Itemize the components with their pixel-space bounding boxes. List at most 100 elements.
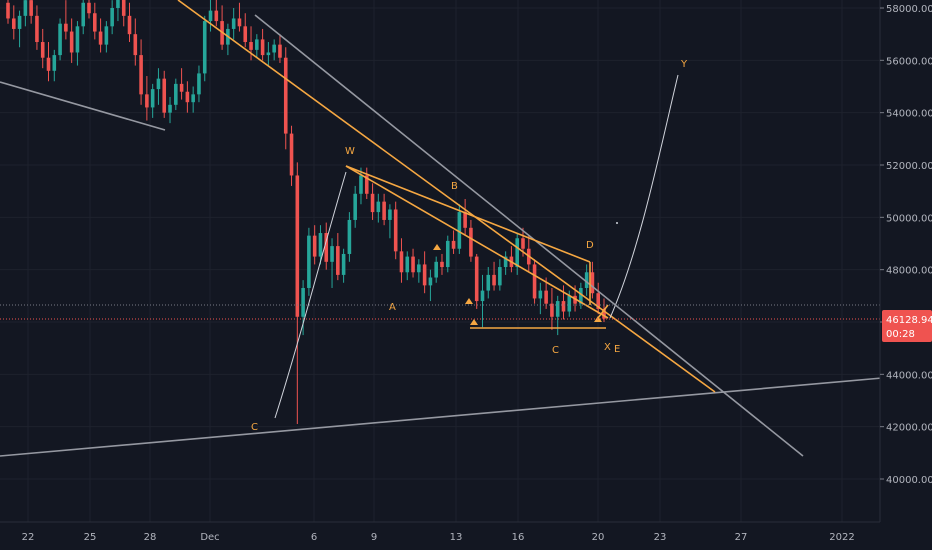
price-tick-label: 56000.00 [886,56,932,67]
candle-body [324,233,329,262]
wave-label-y: Y [680,59,688,70]
candle-body [596,293,601,309]
candle-body [411,256,415,273]
candle-body [197,73,201,95]
price-axis[interactable]: 58000.00 56000.00 54000.00 52000.00 50000.00… [879,0,932,522]
candle-body [579,287,583,304]
candle-body [272,44,276,53]
orange-trendline-descending[interactable] [177,0,716,393]
last-price-value: 46128.94 [886,315,932,326]
candle-body [121,0,126,16]
candle-body [521,238,525,249]
candle-body [208,10,213,22]
wave-label-d: D [586,240,594,251]
candle-body [139,55,143,95]
candle-body [393,209,398,252]
candle-body [376,201,381,213]
candle-body [382,201,386,220]
candle-body [214,10,219,22]
price-tick-label: 40000.00 [886,475,932,486]
candle-body [260,39,265,56]
price-tick-label: 44000.00 [886,370,932,381]
price-tick-label: 58000.00 [886,4,932,15]
time-tick-label: 16 [512,532,525,543]
price-tick-label: 54000.00 [886,109,932,120]
wave-label-e: E [614,344,620,355]
candle-body [98,31,103,45]
orange-e-segment[interactable] [597,304,609,319]
candle-body [191,94,195,103]
price-tick-label: 50000.00 [886,213,932,224]
candle-body [341,253,346,275]
candle-body [388,209,392,220]
time-tick-label: 13 [450,532,463,543]
orange-triangle-lower[interactable] [345,165,609,319]
price-tick-label: 42000.00 [886,423,932,434]
candle-body [185,91,190,103]
triangle-marker [465,298,473,304]
candle-body [370,193,375,213]
price-tick-label: 48000.00 [886,266,932,277]
candle-body [87,2,91,14]
time-tick-label: 28 [144,532,157,543]
price-axis-bg [880,0,932,522]
time-tick-label: 2022 [829,532,854,543]
last-price-tag-bg [882,310,932,342]
gray-trendline-left[interactable] [0,81,166,131]
candle-body [434,261,438,278]
candle-body [336,246,340,275]
candle-body [202,21,207,74]
gray-trendline-descending[interactable] [254,14,804,457]
candle-body [353,193,357,220]
candle-body [312,235,317,257]
candle-body [29,0,33,16]
candle-body [243,26,248,43]
triangle-marker [594,316,602,322]
time-tick-label: 27 [735,532,748,543]
candle-body [75,26,80,53]
candle-body [498,267,502,286]
wave-label-b: B [451,181,458,192]
candle-body [58,23,62,56]
candle-body [307,235,311,288]
candle-body [538,290,543,299]
time-tick-label: 22 [22,532,35,543]
candle-body [515,238,519,268]
time-axis[interactable]: 22 25 28 Dec 6 9 13 16 20 23 27 2022 [0,521,932,550]
candle-body [602,308,606,319]
candle-body [590,272,595,294]
candle-body [480,290,485,302]
candle-body [127,15,132,35]
orange-triangle-upper[interactable] [345,165,591,263]
candle-body [278,44,282,58]
candle-body [555,301,560,317]
wave-label-c2: C [552,345,559,356]
candle-body [359,175,363,194]
projection-curve-left[interactable] [274,171,347,419]
drawings: C W A B C D X E Y [0,0,883,457]
candle-body [17,15,22,29]
time-tick-label: 6 [311,532,317,543]
wave-label-c1: C [251,422,258,433]
wave-label-x: X [604,342,611,353]
projection-curve-right[interactable] [609,74,679,319]
candle-body [93,13,97,32]
candle-body [544,290,548,304]
gray-trendline-ascending[interactable] [0,377,883,457]
time-tick-label: 25 [84,532,97,543]
time-tick-label: 20 [592,532,605,543]
candle-body [428,277,433,286]
candle-body [145,94,149,108]
candle-body [440,261,444,268]
dot-marker [616,222,618,224]
time-tick-label: Dec [200,532,219,543]
candle-body [179,83,184,92]
candle-body [561,301,566,312]
candle-body [492,274,496,286]
candle-body [283,57,288,134]
candle-body [347,219,352,254]
candle-body [503,256,508,268]
